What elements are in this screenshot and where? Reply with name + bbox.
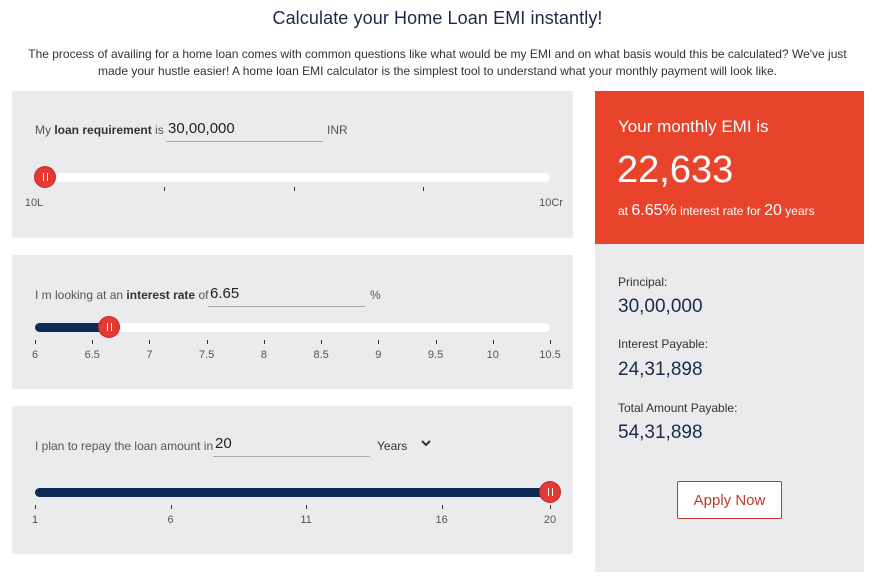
tick-mark bbox=[170, 505, 172, 509]
tick-mark bbox=[263, 340, 265, 344]
loan-tick-min: 10L bbox=[24, 197, 44, 209]
tenure-card: I plan to repay the loan amount in 20 Ye… bbox=[12, 406, 573, 554]
tick-label: 8 bbox=[260, 349, 267, 361]
emi-result-panel: Your monthly EMI is 22,633 at 6.65% inte… bbox=[595, 91, 864, 572]
intro-text: The process of availing for a home loan … bbox=[28, 47, 847, 78]
interest-rate-card: I m looking at an interest rate of 6.65 … bbox=[12, 255, 573, 389]
tick-mark bbox=[492, 340, 494, 344]
loan-tick-mark bbox=[294, 187, 295, 191]
tick-mark bbox=[35, 340, 36, 344]
interest-rate-input[interactable]: 6.65 bbox=[208, 284, 365, 307]
tenure-slider-track[interactable] bbox=[35, 482, 560, 502]
tick-label: 8.5 bbox=[313, 349, 329, 361]
tick-label: 9 bbox=[375, 349, 382, 361]
tick-label: 10 bbox=[486, 349, 499, 361]
loan-amount-label: My loan requirement is bbox=[35, 123, 164, 137]
tick-label: 11 bbox=[300, 514, 312, 526]
interest-rate-slider-handle[interactable] bbox=[99, 317, 120, 337]
tick-mark bbox=[441, 505, 443, 509]
tick-label: 9.5 bbox=[427, 349, 444, 361]
apply-now-button[interactable]: Apply Now bbox=[677, 481, 782, 519]
emi-value: 22,633 bbox=[617, 149, 734, 191]
tick-label: 1 bbox=[31, 514, 39, 526]
emi-note: at 6.65% interest rate for 20 years bbox=[618, 202, 815, 219]
principal-label: Principal: bbox=[618, 275, 668, 289]
loan-tick-mark bbox=[423, 187, 424, 191]
loan-slider-handle[interactable] bbox=[35, 167, 56, 187]
tenure-slider-handle[interactable] bbox=[540, 482, 560, 502]
total-payable-value: 54,31,898 bbox=[618, 422, 703, 443]
tenure-slider-fill bbox=[35, 488, 550, 497]
tick-label: 10.5 bbox=[539, 349, 561, 361]
tenure-unit-select[interactable]: Years bbox=[377, 439, 408, 453]
tick-mark bbox=[206, 340, 208, 344]
tenure-label: I plan to repay the loan amount in bbox=[35, 439, 214, 453]
principal-value: 30,00,000 bbox=[618, 296, 703, 317]
tick-mark bbox=[550, 505, 551, 509]
emi-highlight-box: Your monthly EMI is 22,633 at 6.65% inte… bbox=[595, 91, 864, 244]
tick-mark bbox=[435, 340, 437, 344]
tick-mark bbox=[550, 340, 551, 344]
tenure-input[interactable]: 20 bbox=[213, 434, 370, 457]
tick-label: 16 bbox=[435, 514, 448, 526]
loan-amount-card: My loan requirement is 30,00,000 INR 10L… bbox=[12, 91, 573, 238]
total-payable-label: Total Amount Payable: bbox=[618, 401, 738, 415]
tick-label: 7 bbox=[146, 349, 153, 361]
loan-tick-mark bbox=[164, 187, 165, 191]
tick-mark bbox=[306, 505, 308, 509]
rate-unit: % bbox=[370, 288, 381, 302]
tick-mark bbox=[92, 340, 94, 344]
loan-tick-max: 10Cr bbox=[539, 197, 563, 209]
tick-mark bbox=[35, 505, 36, 509]
interest-rate-slider-fill bbox=[35, 323, 110, 332]
tick-label: 7.5 bbox=[199, 349, 215, 361]
tick-label: 6 bbox=[31, 349, 39, 361]
interest-rate-slider-track[interactable] bbox=[35, 317, 550, 337]
interest-payable-label: Interest Payable: bbox=[618, 337, 709, 351]
loan-slider-track[interactable] bbox=[35, 167, 550, 187]
tick-label: 6 bbox=[167, 514, 174, 526]
emi-heading: Your monthly EMI is bbox=[618, 117, 769, 136]
chevron-down-icon[interactable] bbox=[421, 437, 431, 451]
tick-mark bbox=[149, 340, 151, 344]
interest-payable-value: 24,31,898 bbox=[618, 359, 703, 380]
loan-amount-input[interactable]: 30,00,000 bbox=[166, 119, 323, 142]
tick-label: 20 bbox=[543, 514, 557, 526]
interest-rate-label: I m looking at an interest rate of bbox=[35, 288, 209, 302]
tick-label: 6.5 bbox=[84, 349, 100, 361]
loan-unit: INR bbox=[327, 123, 348, 137]
page-title: Calculate your Home Loan EMI instantly! bbox=[272, 8, 603, 28]
tick-mark bbox=[378, 340, 380, 344]
tick-mark bbox=[321, 340, 323, 344]
